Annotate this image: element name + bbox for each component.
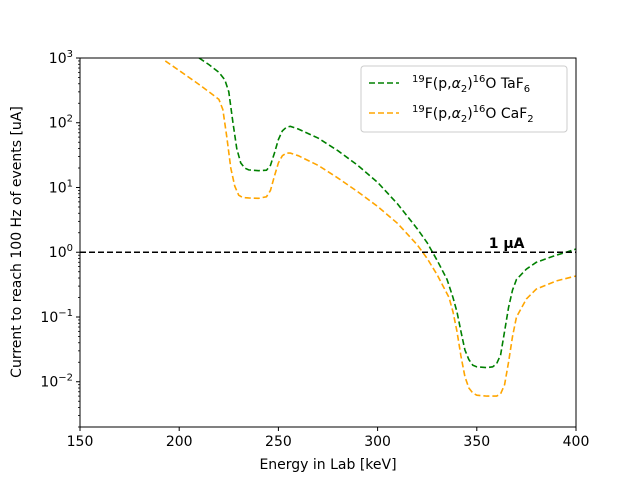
x-tick-label: 350 — [463, 434, 490, 450]
legend-label-1: 19F(p,α2)16O TaF6 — [412, 74, 530, 95]
y-tick-label: 103 — [49, 49, 73, 67]
series-line-2 — [164, 60, 576, 397]
y-axis: 10−2 10−1 100 101 102 103 — [40, 49, 80, 428]
x-tick-label: 250 — [265, 434, 292, 450]
y-tick-label: 100 — [49, 243, 73, 261]
x-axis-label: Energy in Lab [keV] — [259, 457, 396, 473]
legend-label-2: 19F(p,α2)16O CaF2 — [412, 104, 534, 125]
x-axis: 150 200 250 300 350 400 — [67, 427, 590, 450]
y-tick-label: 10−1 — [40, 308, 73, 326]
plot-frame — [79, 57, 577, 428]
x-tick-label: 400 — [563, 434, 590, 450]
legend-box — [360, 65, 568, 133]
x-tick-label: 300 — [364, 434, 391, 450]
y-axis-label: Current to reach 100 Hz of events [uA] — [9, 106, 25, 378]
y-tick-label: 10−2 — [40, 373, 73, 391]
x-tick-label: 150 — [67, 434, 94, 450]
annotation-1uA: 1 μA — [489, 236, 525, 252]
legend: 19F(p,α2)16O TaF6 19F(p,α2)16O CaF2 — [360, 65, 568, 133]
y-tick-label: 101 — [49, 178, 73, 196]
series-line-1 — [198, 58, 576, 369]
series-layer — [164, 58, 576, 397]
x-tick-label: 200 — [166, 434, 193, 450]
y-tick-label: 102 — [49, 114, 73, 132]
